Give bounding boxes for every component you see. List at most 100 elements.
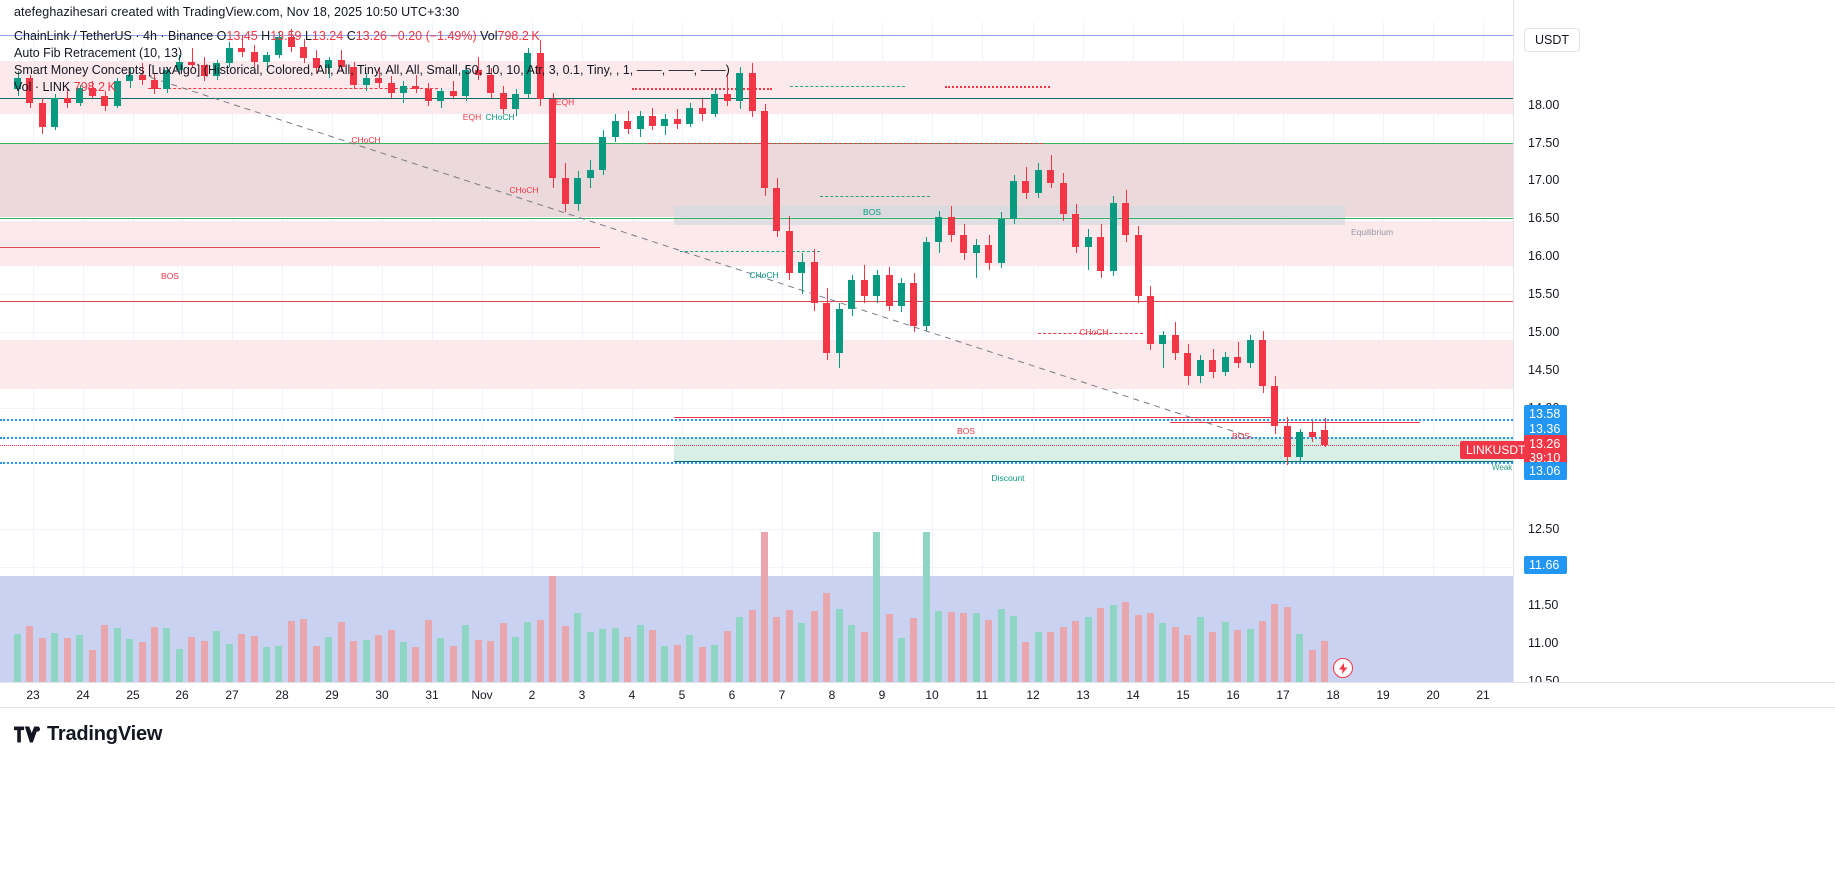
volume-bar[interactable] — [1196, 616, 1204, 682]
legend-indicator-fib[interactable]: Auto Fib Retracement (10, 13) — [14, 46, 183, 60]
volume-bar[interactable] — [1234, 629, 1242, 682]
volume-bar[interactable] — [848, 624, 856, 682]
candle-body[interactable] — [785, 230, 793, 274]
candle-body[interactable] — [76, 87, 84, 103]
candle-body[interactable] — [611, 120, 619, 138]
volume-bar[interactable] — [51, 633, 59, 682]
volume-bar[interactable] — [561, 625, 569, 682]
candle-body[interactable] — [773, 187, 781, 231]
candle-body[interactable] — [399, 86, 407, 93]
candle-body[interactable] — [225, 48, 233, 64]
candle-body[interactable] — [1196, 360, 1204, 377]
volume-bar[interactable] — [1022, 642, 1030, 682]
volume-bar[interactable] — [300, 619, 308, 682]
volume-bar[interactable] — [910, 618, 918, 682]
volume-bar[interactable] — [101, 625, 109, 682]
candle-body[interactable] — [761, 110, 768, 188]
volume-bar[interactable] — [947, 612, 955, 682]
volume-bar[interactable] — [325, 637, 333, 682]
volume-bar[interactable] — [835, 608, 843, 682]
volume-bar[interactable] — [462, 624, 470, 682]
candle-body[interactable] — [1271, 386, 1279, 426]
volume-bar[interactable] — [275, 645, 283, 682]
volume-bar[interactable] — [1059, 627, 1067, 682]
candle-body[interactable] — [798, 261, 806, 274]
candle-body[interactable] — [424, 89, 432, 101]
volume-bar[interactable] — [636, 624, 644, 682]
volume-bar[interactable] — [14, 633, 21, 682]
volume-bar[interactable] — [449, 645, 457, 682]
candle-body[interactable] — [661, 119, 669, 126]
candle-body[interactable] — [126, 74, 134, 82]
volume-bar[interactable] — [785, 610, 793, 682]
candle-body[interactable] — [835, 309, 843, 354]
candle-body[interactable] — [337, 59, 345, 67]
legend-indicator-smc[interactable]: Smart Money Concepts [LuxAlgo] (Historic… — [14, 63, 730, 77]
candle-body[interactable] — [561, 178, 569, 205]
volume-bar[interactable] — [599, 628, 607, 682]
legend-volume-row[interactable]: Vol · LINK 798.2 K — [14, 79, 730, 96]
candle-body[interactable] — [150, 79, 158, 90]
volume-pane[interactable] — [0, 500, 1513, 684]
volume-bar[interactable] — [175, 649, 183, 682]
volume-bar[interactable] — [138, 641, 146, 682]
candle-body[interactable] — [238, 48, 246, 52]
volume-bar[interactable] — [985, 619, 993, 682]
candle-body[interactable] — [474, 69, 482, 75]
candle-body[interactable] — [437, 91, 445, 101]
volume-bar[interactable] — [1246, 629, 1254, 682]
candle-body[interactable] — [624, 120, 632, 129]
volume-bar[interactable] — [437, 638, 445, 682]
candle-body[interactable] — [51, 97, 59, 128]
candle-body[interactable] — [947, 217, 955, 236]
volume-bar[interactable] — [922, 532, 930, 682]
candle-body[interactable] — [636, 115, 644, 129]
volume-bar[interactable] — [150, 627, 158, 682]
candle-body[interactable] — [275, 37, 283, 56]
candle-body[interactable] — [723, 94, 731, 101]
candle-body[interactable] — [462, 69, 470, 97]
candle-body[interactable] — [88, 87, 96, 97]
candle-body[interactable] — [499, 92, 507, 110]
volume-bar[interactable] — [1283, 606, 1291, 682]
candle-body[interactable] — [1184, 353, 1192, 377]
volume-bar[interactable] — [611, 628, 619, 682]
candle-body[interactable] — [200, 64, 208, 77]
candle-body[interactable] — [263, 55, 270, 62]
volume-bar[interactable] — [1047, 632, 1055, 682]
candle-body[interactable] — [188, 61, 196, 65]
volume-bar[interactable] — [487, 640, 495, 682]
volume-bar[interactable] — [113, 627, 121, 682]
candle-body[interactable] — [1134, 235, 1142, 297]
candle-body[interactable] — [1234, 356, 1242, 364]
volume-bar[interactable] — [76, 635, 84, 682]
volume-bar[interactable] — [698, 646, 706, 682]
candle-body[interactable] — [810, 261, 818, 303]
candle-body[interactable] — [935, 217, 943, 242]
candle-body[interactable] — [972, 245, 980, 254]
volume-bar[interactable] — [897, 638, 905, 682]
price-pane[interactable]: CHoCH EQH CHoCH EQH CHoCH BOS CHoCH BOS Equilibr… — [0, 22, 1513, 500]
volume-bar[interactable] — [960, 613, 968, 682]
volume-bar[interactable] — [997, 609, 1005, 682]
candle-body[interactable] — [922, 241, 930, 326]
volume-bar[interactable] — [574, 612, 582, 682]
volume-bar[interactable] — [1321, 641, 1329, 682]
candle-body[interactable] — [686, 107, 694, 124]
volume-bar[interactable] — [748, 610, 756, 682]
volume-bar[interactable] — [387, 630, 395, 682]
candle-body[interactable] — [823, 302, 831, 354]
volume-bar[interactable] — [1271, 603, 1279, 682]
volume-bar[interactable] — [1221, 622, 1229, 682]
volume-bar[interactable] — [1259, 620, 1266, 682]
volume-bar[interactable] — [1134, 614, 1142, 682]
volume-bar[interactable] — [375, 635, 383, 682]
candle-body[interactable] — [1159, 335, 1167, 344]
volume-bar[interactable] — [673, 644, 681, 682]
volume-bar[interactable] — [287, 621, 295, 682]
candle-body[interactable] — [1084, 237, 1092, 247]
volume-bar[interactable] — [399, 642, 407, 682]
volume-bar[interactable] — [723, 630, 731, 682]
candle-body[interactable] — [1321, 429, 1329, 446]
candle-body[interactable] — [698, 107, 706, 115]
